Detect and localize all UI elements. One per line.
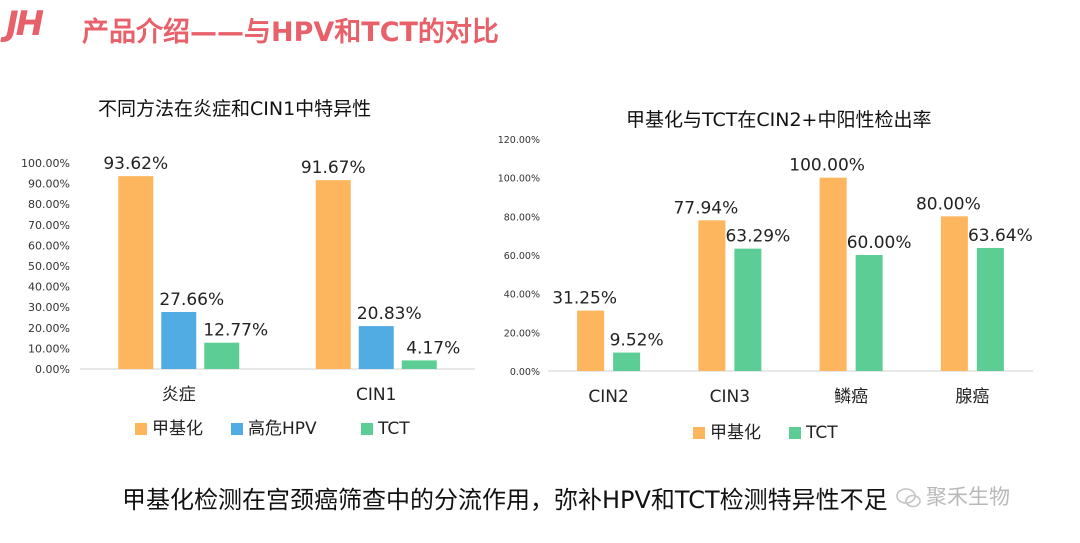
y-tick-label: 100.00% [21, 157, 70, 170]
bar [734, 248, 762, 371]
x-tick-label: CIN3 [710, 387, 750, 407]
y-tick-label: 80.00% [28, 198, 70, 211]
y-tick-label: 80.00% [504, 212, 540, 223]
legend-swatch [231, 423, 243, 435]
data-label: 4.17% [406, 338, 460, 358]
legend-swatch [135, 423, 147, 435]
legend-label: 甲基化 [152, 419, 203, 439]
bar [401, 360, 437, 369]
bar [976, 247, 1004, 371]
bar [855, 255, 883, 371]
legend-swatch [789, 427, 801, 439]
x-tick-label: CIN1 [356, 385, 396, 405]
y-tick-label: 40.00% [28, 281, 70, 294]
legend-label: TCT [377, 419, 410, 439]
watermark: 聚禾生物 [896, 481, 1010, 511]
data-label: 31.25% [552, 289, 617, 309]
legend-label: 甲基化 [710, 423, 761, 443]
data-label: 9.52% [610, 331, 664, 351]
watermark-text: 聚禾生物 [926, 485, 1010, 509]
x-tick-label: 炎症 [162, 385, 196, 405]
conclusion-text: 甲基化检测在宫颈癌筛查中的分流作用，弥补HPV和TCT检测特异性不足 [122, 486, 888, 514]
y-tick-label: 0.00% [35, 363, 70, 376]
y-tick-label: 30.00% [28, 301, 70, 314]
chart2-detection-rate: 0.00%20.00%40.00%60.00%80.00%100.00%120.… [498, 135, 1033, 443]
header: JH 产品介绍——与HPV和TCT的对比 [0, 0, 1080, 56]
y-tick-label: 70.00% [28, 219, 70, 232]
legend-swatch [693, 427, 705, 439]
data-label: 77.94% [673, 198, 738, 218]
bar [698, 220, 726, 371]
y-tick-label: 120.00% [498, 135, 540, 146]
y-tick-label: 10.00% [28, 342, 70, 355]
bar [315, 180, 351, 369]
y-tick-label: 40.00% [504, 290, 540, 301]
bar [358, 326, 394, 369]
y-tick-label: 90.00% [28, 178, 70, 191]
data-label: 27.66% [159, 290, 224, 310]
bar [819, 177, 847, 371]
chart1-specificity: 0.00% 10.00% 20.00% 30.00% 40.00% 50.00% 60.00… [21, 154, 475, 439]
y-tick-label: 20.00% [504, 328, 540, 339]
y-tick-label: 60.00% [28, 239, 70, 252]
data-label: 63.64% [968, 226, 1033, 246]
x-tick-label: CIN2 [588, 387, 628, 407]
x-tick-label: 腺癌 [955, 387, 989, 407]
x-tick-label: 鳞癌 [834, 387, 868, 407]
y-tick-label: 0.00% [510, 367, 540, 378]
data-label: 60.00% [847, 233, 912, 253]
bar [161, 312, 197, 369]
page-title: 产品介绍——与HPV和TCT的对比 [82, 17, 499, 48]
chart1-title: 不同方法在炎症和CIN1中特异性 [98, 98, 372, 120]
y-tick-label: 50.00% [28, 260, 70, 273]
bar [204, 342, 240, 369]
data-label: 100.00% [789, 156, 865, 176]
legend-label: 高危HPV [248, 419, 317, 439]
data-label: 80.00% [916, 194, 981, 214]
bar [613, 352, 641, 371]
data-label: 12.77% [203, 321, 268, 341]
y-tick-label: 20.00% [28, 322, 70, 335]
bar [118, 176, 154, 369]
data-label: 93.62% [103, 154, 168, 174]
data-label: 20.83% [357, 304, 422, 324]
bar [940, 216, 968, 371]
data-label: 63.29% [725, 227, 790, 247]
company-logo: JH [6, 4, 44, 44]
legend-swatch [361, 423, 373, 435]
y-tick-label: 60.00% [504, 251, 540, 262]
wechat-icon [896, 488, 921, 508]
bar [577, 310, 605, 371]
chart2-title: 甲基化与TCT在CIN2+中阳性检出率 [626, 109, 932, 131]
y-tick-label: 100.00% [498, 174, 540, 185]
legend-label: TCT [805, 423, 838, 443]
data-label: 91.67% [301, 158, 366, 178]
